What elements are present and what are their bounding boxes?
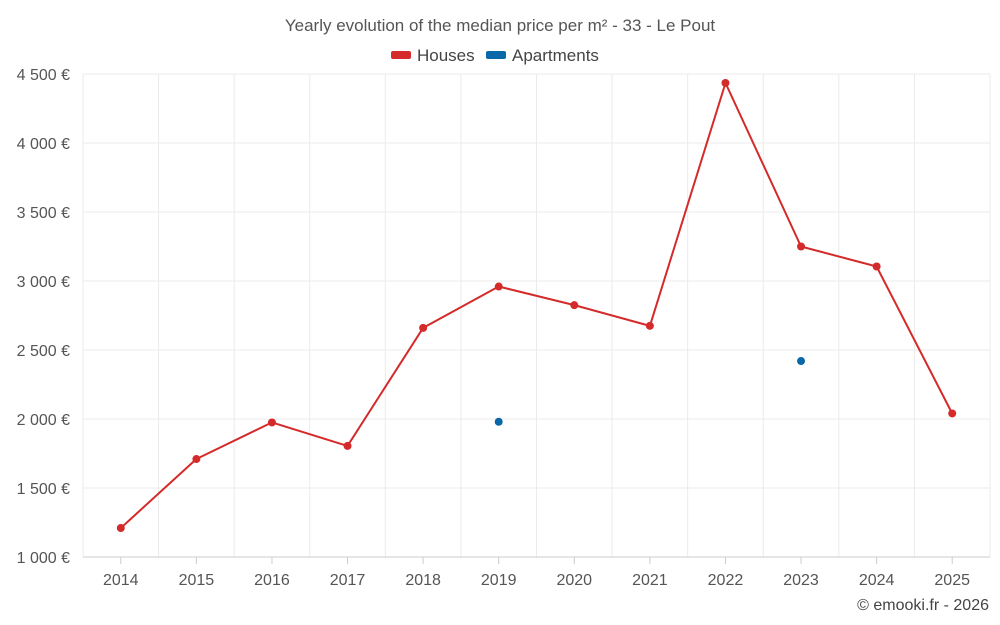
houses-data-point[interactable] xyxy=(419,323,428,332)
y-tick-label: 4 500 € xyxy=(17,67,70,84)
y-tick-label: 4 000 € xyxy=(17,136,70,153)
legend-item-apartments[interactable]: Apartments xyxy=(486,46,599,65)
legend-swatch-apartments xyxy=(486,51,506,59)
x-tick-label: 2019 xyxy=(481,572,517,589)
houses-data-point[interactable] xyxy=(721,78,730,87)
y-tick-label: 1 000 € xyxy=(17,550,70,567)
plot-area xyxy=(116,78,957,533)
houses-data-point[interactable] xyxy=(948,409,957,418)
houses-data-point[interactable] xyxy=(494,282,503,291)
apartments-data-point[interactable] xyxy=(494,417,503,426)
legend-item-houses[interactable]: Houses xyxy=(391,46,475,65)
houses-data-point[interactable] xyxy=(570,301,579,310)
houses-data-point[interactable] xyxy=(267,418,276,427)
houses-data-point[interactable] xyxy=(192,455,201,464)
houses-data-point[interactable] xyxy=(116,524,125,533)
x-tick-label: 2014 xyxy=(103,572,139,589)
houses-data-point[interactable] xyxy=(343,441,352,450)
axes: 1 000 € 1 500 € 2 000 € 2 500 € 3 000 € 3 500… xyxy=(17,67,990,589)
credit-text: © emooki.fr - 2026 xyxy=(857,597,989,614)
houses-data-point[interactable] xyxy=(645,321,654,330)
houses-data-point[interactable] xyxy=(797,242,806,251)
x-tick-label: 2023 xyxy=(783,572,819,589)
x-tick-label: 2020 xyxy=(556,572,592,589)
x-tick-label: 2018 xyxy=(405,572,441,589)
y-tick-label: 2 000 € xyxy=(17,412,70,429)
x-tick-label: 2016 xyxy=(254,572,290,589)
y-tick-label: 1 500 € xyxy=(17,481,70,498)
chart-title: Yearly evolution of the median price per… xyxy=(285,16,716,35)
legend: Houses Apartments xyxy=(391,46,599,65)
x-tick-label: 2015 xyxy=(179,572,215,589)
y-tick-label: 3 500 € xyxy=(17,205,70,222)
x-tick-label: 2022 xyxy=(708,572,744,589)
grid xyxy=(82,73,991,557)
x-tick-label: 2021 xyxy=(632,572,668,589)
y-tick-label: 2 500 € xyxy=(17,343,70,360)
legend-swatch-houses xyxy=(391,51,411,59)
legend-label-houses: Houses xyxy=(417,46,475,65)
x-tick-label: 2024 xyxy=(859,572,895,589)
houses-series-line xyxy=(120,82,954,529)
apartments-data-point[interactable] xyxy=(797,357,806,366)
houses-data-point[interactable] xyxy=(872,262,881,271)
x-tick-label: 2025 xyxy=(934,572,970,589)
legend-label-apartments: Apartments xyxy=(512,46,599,65)
y-tick-label: 3 000 € xyxy=(17,274,70,291)
x-tick-label: 2017 xyxy=(330,572,366,589)
